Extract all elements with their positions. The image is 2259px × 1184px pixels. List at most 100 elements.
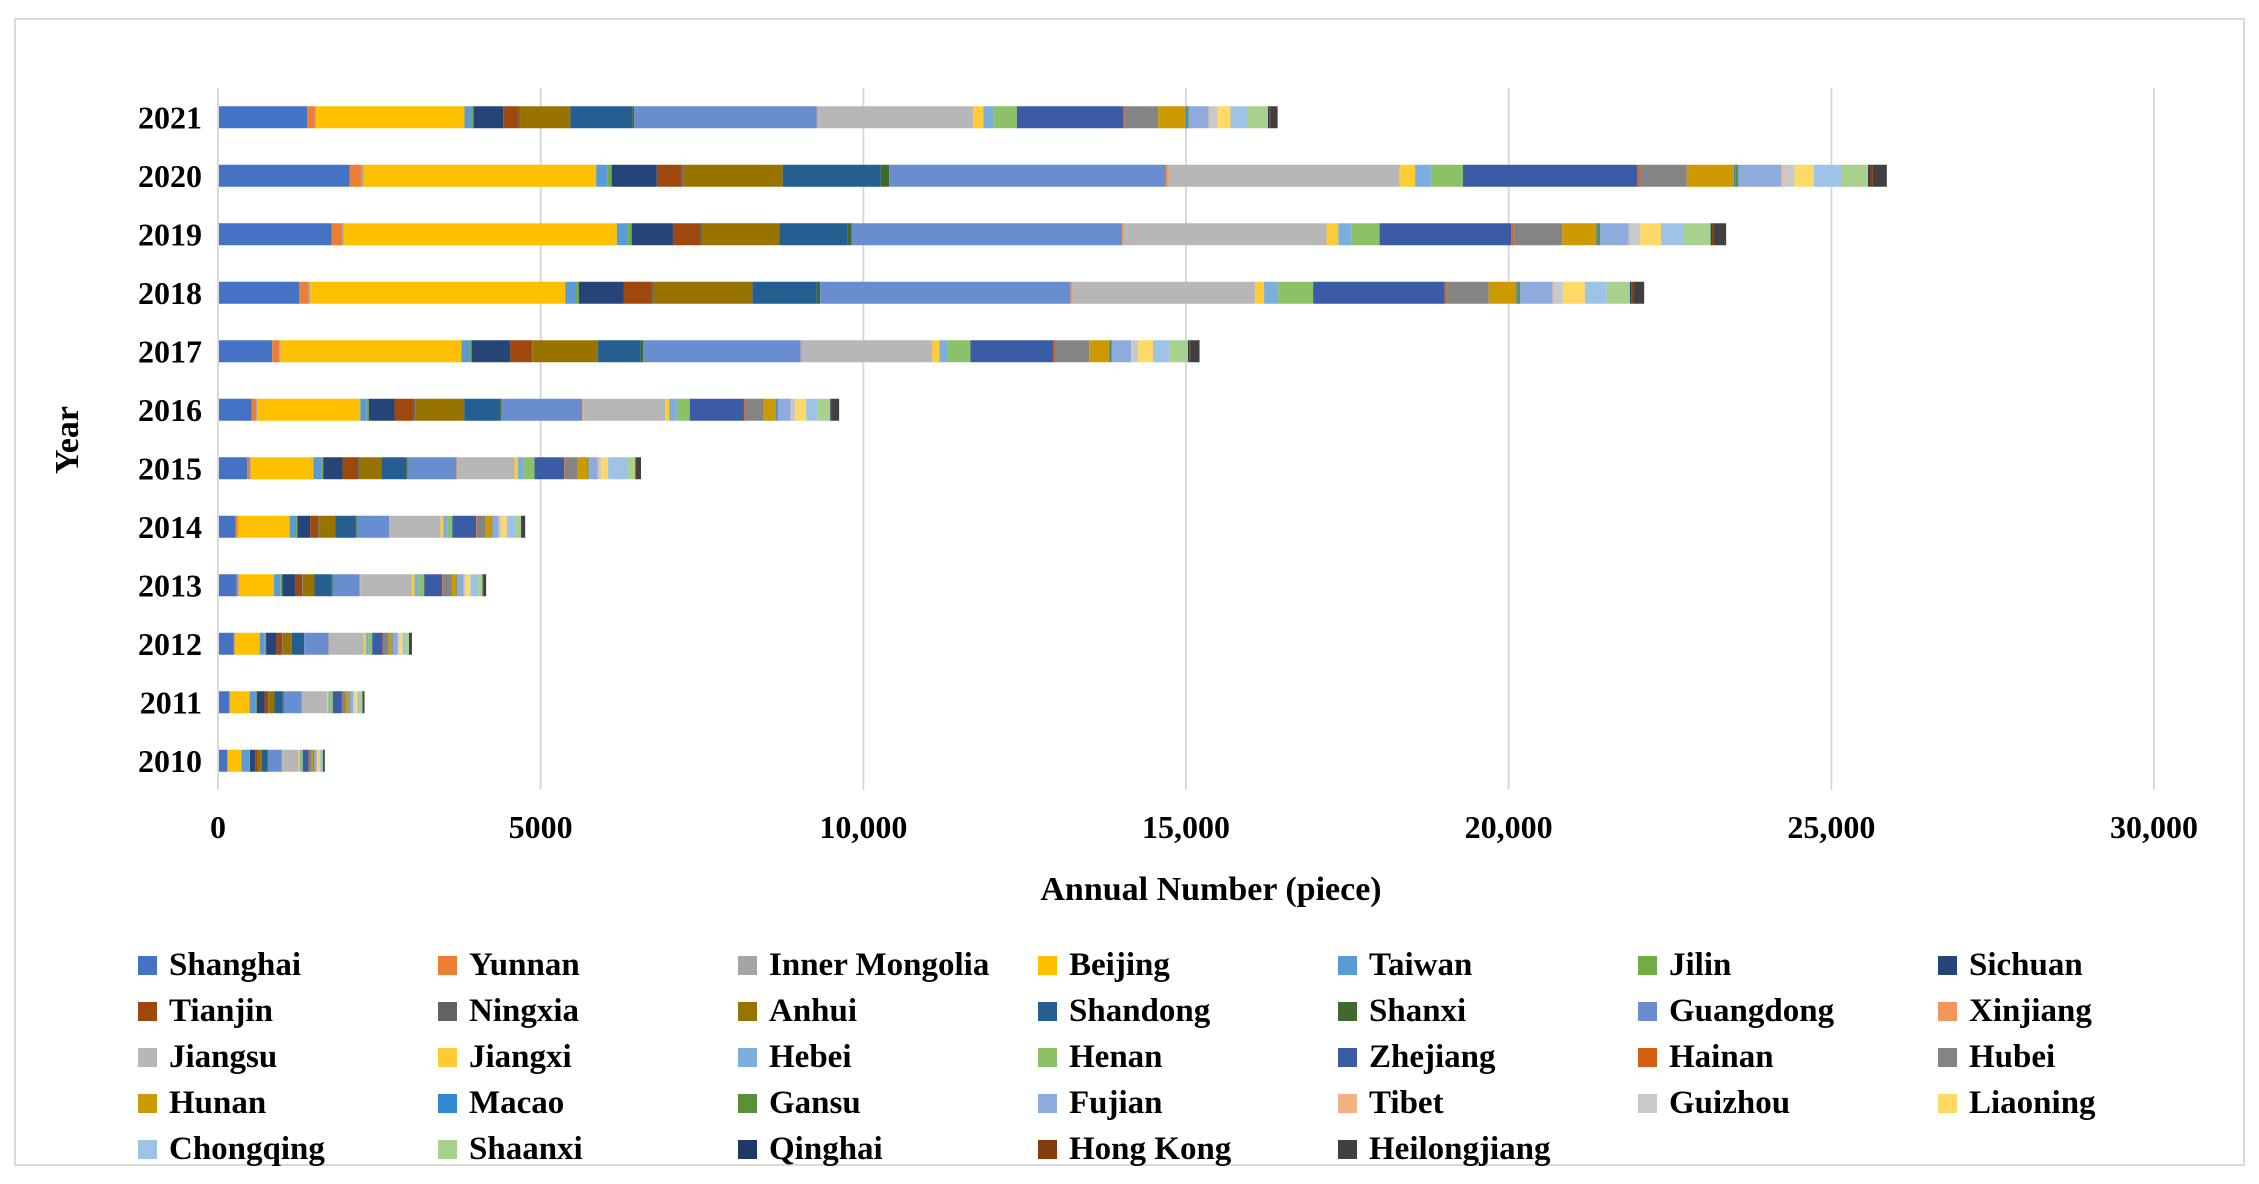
legend-swatch <box>1338 1047 1357 1067</box>
legend-label: Xinjiang <box>1969 992 2092 1029</box>
bar-segment-shanghai-2018 <box>218 281 300 304</box>
bar-segment-jilin-2018 <box>575 281 579 304</box>
bar-segment-hunan-2018 <box>1488 281 1517 304</box>
bar-segment-macao-2020 <box>1733 164 1736 187</box>
bar-segment-hubei-2015 <box>564 457 578 480</box>
y-tick-label: 2021 <box>138 99 202 135</box>
legend-item-shaanxi: Shaanxi <box>438 1126 738 1172</box>
bar-segment-guangdong-2014 <box>356 515 390 538</box>
bar-segment-xinjiang-2017 <box>800 340 803 363</box>
bar-segment-sichuan-2017 <box>471 340 511 363</box>
bar-segment-jiangsu-2018 <box>1072 281 1256 304</box>
bar-segment-shanghai-2017 <box>218 340 273 363</box>
legend-item-hunan: Hunan <box>138 1080 438 1126</box>
bar-segment-anhui-2018 <box>652 281 753 304</box>
bar-segment-zhejiang-2019 <box>1379 223 1512 246</box>
bar-segment-hubei-2016 <box>744 398 764 421</box>
x-tick-label: 0 <box>210 809 226 845</box>
bar-segment-gansu-2017 <box>1110 340 1112 363</box>
legend-swatch <box>1638 1047 1657 1067</box>
bar-segment-shanxi-2020 <box>880 164 890 187</box>
bar-segment-beijing-2018 <box>310 281 566 304</box>
y-tick-label: 2011 <box>140 684 202 720</box>
bar-segment-qinghai-2021 <box>1267 106 1270 129</box>
legend-swatch <box>1038 1001 1057 1021</box>
bar-segment-yunnan-2010 <box>227 749 228 772</box>
legend-swatch <box>1938 1047 1957 1067</box>
bar-segment-anhui-2016 <box>415 398 465 421</box>
bar-segment-jiangsu-2010 <box>282 749 299 772</box>
legend-label: Guangdong <box>1669 992 1835 1029</box>
legend-item-inner-mongolia: Inner Mongolia <box>738 942 1038 988</box>
bar-segment-zhejiang-2016 <box>689 398 744 421</box>
legend-item-shanghai: Shanghai <box>138 942 438 988</box>
legend-label: Shanxi <box>1369 992 1467 1029</box>
bar-segment-gansu-2013 <box>456 574 458 597</box>
bar-segment-jiangsu-2014 <box>389 515 441 538</box>
bar-segment-yunnan-2021 <box>307 106 315 129</box>
bar-segment-taiwan-2018 <box>565 281 576 304</box>
bar-segment-taiwan-2012 <box>259 632 265 655</box>
chart-frame: 0 5000 10,000 15,000 20,000 25,000 30,000 2021 2… <box>14 18 2245 1167</box>
bar-segment-beijing-2015 <box>250 457 314 480</box>
bar-segment-anhui-2011 <box>268 691 275 714</box>
bar-segment-jiangxi-2011 <box>327 691 329 714</box>
bar-segment-ningxia-2010 <box>257 749 259 772</box>
bar-segment-tianjin-2021 <box>503 106 519 129</box>
bar-segment-shanghai-2015 <box>218 457 248 480</box>
bar-segment-hunan-2020 <box>1686 164 1734 187</box>
bar-segment-beijing-2017 <box>280 340 462 363</box>
y-tick-label: 2019 <box>138 216 202 252</box>
x-tick-label: 25,000 <box>1787 809 1875 845</box>
bar-segment-hebei-2016 <box>669 398 677 421</box>
legend-item-jiangsu: Jiangsu <box>138 1034 438 1080</box>
legend-swatch <box>438 1001 457 1021</box>
bar-segment-sichuan-2016 <box>368 398 395 421</box>
legend-item-hubei: Hubei <box>1938 1034 2238 1080</box>
bar-segment-liaoning-2018 <box>1562 281 1585 304</box>
bar-segment-qinghai-2018 <box>1629 281 1632 304</box>
legend-label: Gansu <box>769 1084 861 1121</box>
legend-swatch <box>1938 1093 1957 1113</box>
bar-segment-guizhou-2014 <box>499 515 501 538</box>
legend-label: Guizhou <box>1669 1084 1791 1121</box>
legend-label: Shaanxi <box>469 1130 583 1167</box>
bar-segment-gansu-2014 <box>491 515 493 538</box>
bar-segment-shanxi-2016 <box>499 398 501 421</box>
legend-swatch <box>438 955 457 975</box>
bar-segment-beijing-2011 <box>230 691 250 714</box>
bar-segment-jilin-2012 <box>264 632 267 655</box>
bar-segment-fujian-2018 <box>1520 281 1553 304</box>
bar-segment-anhui-2017 <box>532 340 599 363</box>
bar-segment-shandong-2021 <box>570 106 633 129</box>
bar-segment-xinjiang-2012 <box>328 632 330 655</box>
bar-segment-tibet-2018 <box>1552 281 1554 304</box>
bar-segment-liaoning-2017 <box>1138 340 1154 363</box>
bar-segment-chongqing-2018 <box>1584 281 1607 304</box>
bar-segment-hunan-2012 <box>388 632 392 655</box>
legend-item-henan: Henan <box>1038 1034 1338 1080</box>
bar-segment-hong-kong-2019 <box>1711 223 1714 246</box>
legend-label: Jiangxi <box>469 1038 572 1075</box>
bar-segment-guangdong-2011 <box>283 691 302 714</box>
bar-segment-qinghai-2016 <box>830 398 831 421</box>
bar-segment-sichuan-2010 <box>249 749 256 772</box>
bar-segment-hunan-2011 <box>346 691 349 714</box>
bar-segment-hong-kong-2014 <box>521 515 522 538</box>
bar-segment-tibet-2016 <box>790 398 792 421</box>
legend-item-taiwan: Taiwan <box>1338 942 1638 988</box>
bar-segment-qinghai-2015 <box>635 457 636 480</box>
bar-segment-macao-2015 <box>587 457 589 480</box>
legend-swatch <box>1338 1001 1357 1021</box>
bar-segment-tianjin-2012 <box>276 632 283 655</box>
bar-segment-guangdong-2010 <box>268 749 282 772</box>
bar-segment-guangdong-2017 <box>643 340 801 363</box>
bar-segment-zhejiang-2021 <box>1016 106 1124 129</box>
legend-item-xinjiang: Xinjiang <box>1938 988 2238 1034</box>
legend-label: Hunan <box>169 1084 267 1121</box>
bar-segment-shaanxi-2011 <box>359 691 363 714</box>
bar-segment-qinghai-2017 <box>1187 340 1190 363</box>
bar-segment-macao-2014 <box>491 515 493 538</box>
bar-segment-taiwan-2010 <box>241 749 250 772</box>
bar-segment-guizhou-2020 <box>1782 164 1795 187</box>
